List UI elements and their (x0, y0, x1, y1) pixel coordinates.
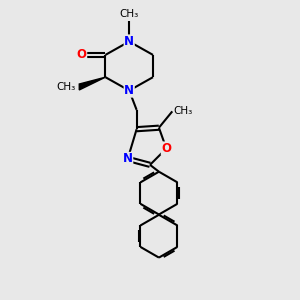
Text: CH₃: CH₃ (120, 9, 139, 19)
Polygon shape (79, 77, 105, 90)
Text: N: N (124, 84, 134, 97)
Text: N: N (124, 35, 134, 48)
Text: CH₃: CH₃ (174, 106, 193, 116)
Text: O: O (161, 142, 171, 155)
Text: O: O (76, 48, 87, 62)
Text: N: N (123, 152, 133, 165)
Text: CH₃: CH₃ (56, 82, 76, 92)
